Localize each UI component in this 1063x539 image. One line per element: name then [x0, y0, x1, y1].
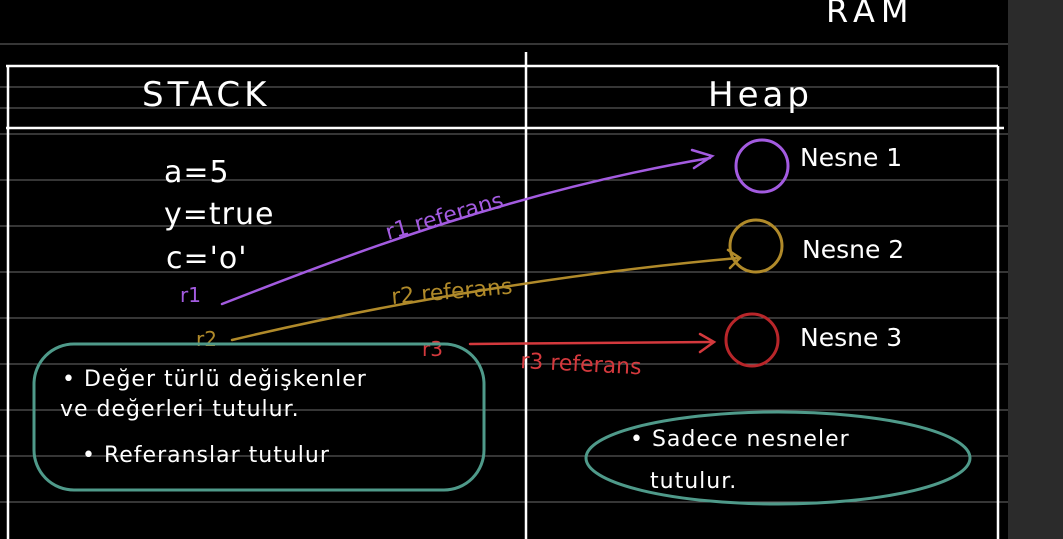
ram-label: RAM: [826, 0, 914, 30]
ref-name-r1: r1: [180, 283, 201, 307]
stack-note-line-3: • Referanslar tutulur: [82, 443, 330, 468]
stack-note-line-2: ve değerleri tutulur.: [60, 397, 300, 422]
object-label-3: Nesne 3: [800, 323, 902, 352]
heap-note-box: [584, 410, 972, 506]
object-label-2: Nesne 2: [802, 235, 904, 264]
stack-var-a: a=5: [164, 155, 230, 190]
ref-arrow-1: [220, 148, 715, 306]
ref-label-3: r3 referans: [520, 349, 642, 380]
heap-note-line-1: • Sadece nesneler: [630, 427, 850, 452]
heap-note-line-2: tutulur.: [650, 469, 737, 494]
object-circle-1: [734, 138, 790, 194]
ref-name-r3: r3: [422, 337, 443, 361]
heap-header: Heap: [708, 75, 813, 115]
ruled-lines: [0, 43, 1008, 503]
object-label-1: Nesne 1: [800, 143, 902, 172]
ref-name-r2: r2: [196, 327, 217, 351]
stack-header: STACK: [142, 75, 270, 115]
memory-table: [6, 52, 1004, 539]
stack-var-c: c='o': [166, 241, 247, 276]
stack-note-line-1: • Değer türlü değişkenler: [62, 367, 367, 392]
ref-arrow-3: [468, 332, 717, 354]
side-panel: [1008, 0, 1063, 539]
stack-note-box: [32, 342, 486, 492]
stack-var-y: y=true: [164, 197, 274, 232]
object-circle-2: [728, 218, 784, 274]
ref-label-1: r1 referans: [383, 188, 507, 245]
ref-label-2: r2 referans: [390, 274, 513, 309]
object-circle-3: [724, 312, 780, 368]
